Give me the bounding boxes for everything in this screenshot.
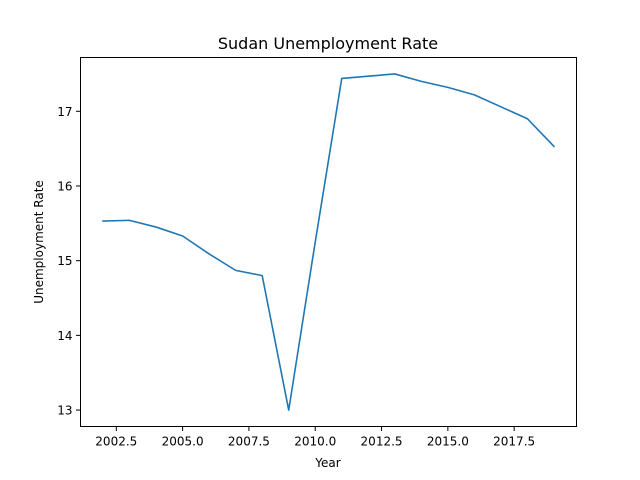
series-line [102,73,556,411]
y-tick-label: 17 [57,105,72,119]
x-tick-label: 2017.5 [493,435,535,449]
x-axis-label: Year [314,456,340,470]
x-tick-label: 2005.0 [162,435,204,449]
x-tick-label: 2015.0 [427,435,469,449]
y-tick-label: 14 [57,329,72,343]
x-tick-label: 2007.5 [228,435,270,449]
y-tick-label: 16 [57,179,72,193]
y-tick-label: 13 [57,404,72,418]
chart-title: Sudan Unemployment Rate [218,34,438,53]
x-tick-label: 2002.5 [95,435,137,449]
y-tick-label: 15 [57,254,72,268]
x-axis: 2002.5 2005.0 2007.5 2010.0 2012.5 2015.0 2017… [95,426,535,449]
plot-area [102,73,556,411]
x-tick-label: 2010.0 [294,435,336,449]
y-axis: 13 14 15 16 17 [57,105,81,418]
y-axis-label: Unemployment Rate [32,180,46,304]
x-tick-label: 2012.5 [361,435,403,449]
plot-frame [80,57,577,427]
